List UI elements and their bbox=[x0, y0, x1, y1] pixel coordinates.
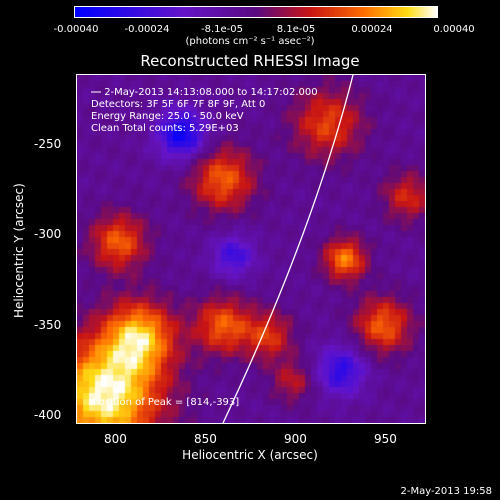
x-tick: 800 bbox=[104, 432, 127, 446]
annotation-detectors: Detectors: 3F 5F 6F 7F 8F 9F, Att 0 bbox=[91, 99, 266, 110]
x-tick: 950 bbox=[374, 432, 397, 446]
colorbar-tick: 0.00040 bbox=[433, 24, 475, 35]
timestamp: 2-May-2013 19:58 bbox=[400, 486, 492, 497]
y-axis-label: Heliocentric Y (arcsec) bbox=[12, 183, 26, 318]
colorbar bbox=[74, 6, 438, 18]
solar-limb bbox=[222, 75, 354, 423]
x-axis-label: Heliocentric X (arcsec) bbox=[182, 448, 318, 462]
y-tick: -350 bbox=[34, 318, 62, 332]
colorbar-unit: (photons cm⁻² s⁻¹ asec⁻²) bbox=[185, 36, 315, 47]
colorbar-tick: -0.00024 bbox=[124, 24, 170, 35]
annotation-time-text: 2-May-2013 14:13:08.000 to 14:17:02.000 bbox=[104, 87, 318, 98]
x-tick: 900 bbox=[284, 432, 307, 446]
image-plot[interactable]: 2-May-2013 14:13:08.000 to 14:17:02.000 … bbox=[76, 74, 426, 424]
annotation-time: 2-May-2013 14:13:08.000 to 14:17:02.000 bbox=[91, 87, 318, 99]
colorbar-tick: -0.00040 bbox=[53, 24, 99, 35]
annotation-clean: Clean Total counts: 5.29E+03 bbox=[91, 123, 239, 134]
rhessi-image bbox=[77, 75, 425, 423]
annotation-energy: Energy Range: 25.0 - 50.0 keV bbox=[91, 111, 244, 122]
y-tick: -250 bbox=[34, 137, 62, 151]
x-tick: 850 bbox=[194, 432, 217, 446]
y-tick: -300 bbox=[34, 227, 62, 241]
y-tick: -400 bbox=[34, 408, 62, 422]
colorbar-tick: -8.1e-05 bbox=[201, 24, 243, 35]
colorbar-tick: 8.1e-05 bbox=[276, 24, 316, 35]
plot-title: Reconstructed RHESSI Image bbox=[140, 52, 360, 70]
colorbar-tick: 0.00024 bbox=[351, 24, 393, 35]
annotation-peak: Position of Peak = [814,-393] bbox=[93, 397, 240, 408]
limb-line bbox=[222, 75, 354, 423]
